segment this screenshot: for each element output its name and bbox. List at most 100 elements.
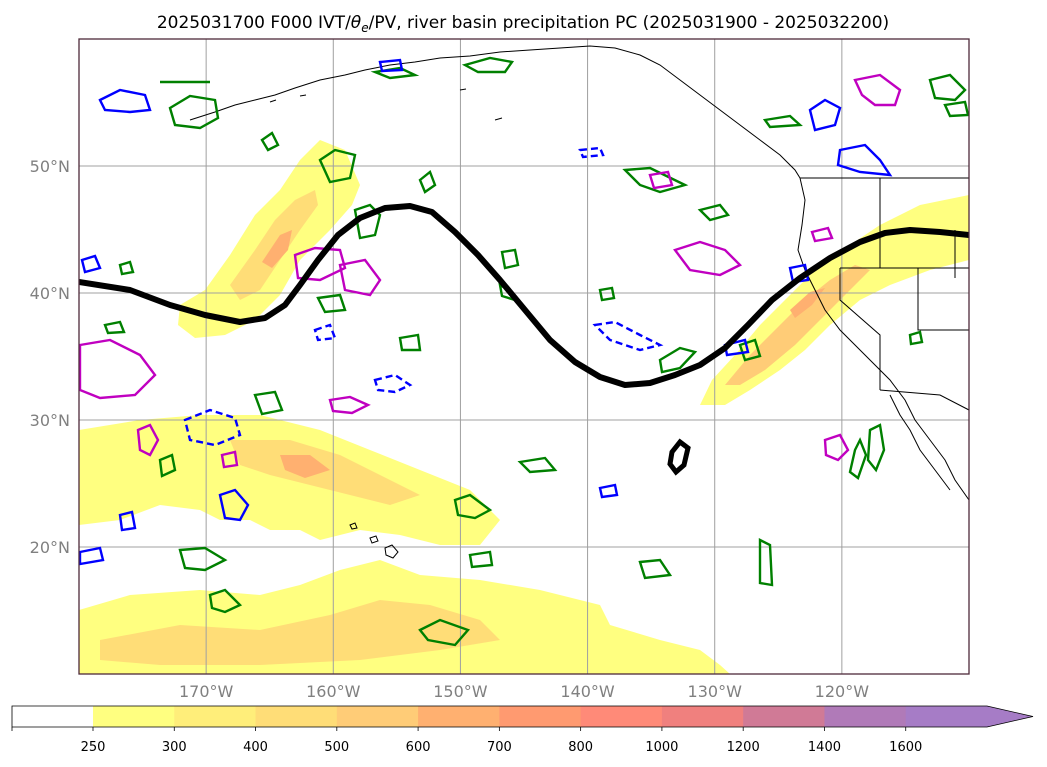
contour-blue xyxy=(183,408,242,447)
coastline-north-america xyxy=(797,177,969,501)
contour-green xyxy=(253,390,284,416)
contour-magenta xyxy=(79,338,157,400)
contour-green xyxy=(468,550,494,569)
contour-blue xyxy=(592,320,664,352)
colorbar-swatch xyxy=(824,706,907,727)
colorbar-level-label: 250 xyxy=(81,740,106,755)
colorbar-level-label: 400 xyxy=(243,740,268,755)
contour-blue xyxy=(218,488,250,522)
lon-tick-label: 150°W xyxy=(433,682,488,701)
contour-green xyxy=(453,493,493,520)
lon-tick-label: 130°W xyxy=(688,682,743,701)
contour-blue xyxy=(373,373,413,394)
contour-green xyxy=(658,346,698,374)
coastline-aleutians xyxy=(269,88,503,121)
colorbar-level-label: 800 xyxy=(568,740,593,755)
contour-green xyxy=(517,456,558,474)
figure-title: 2025031700 F000 IVT/θe/PV, river basin p… xyxy=(157,13,889,35)
contour-green xyxy=(208,588,243,614)
contour-green xyxy=(928,73,967,102)
contour-blue xyxy=(808,98,842,132)
contour-blue xyxy=(598,483,619,499)
colorbar-swatch xyxy=(661,706,744,727)
contour-magenta xyxy=(136,423,160,457)
contour-green xyxy=(118,260,135,276)
contour-magenta xyxy=(293,246,347,282)
ivt-region-subtropics-core xyxy=(230,440,420,505)
contour-magenta xyxy=(220,450,239,469)
contour-green xyxy=(168,94,220,130)
border-us-mexico xyxy=(879,389,969,411)
colorbar-level-label: 500 xyxy=(324,740,349,755)
contour-green xyxy=(500,248,520,270)
contour-green xyxy=(103,320,126,335)
lat-tick-label: 30°N xyxy=(30,411,70,430)
pv-contours xyxy=(79,58,893,566)
contour-green xyxy=(418,170,437,194)
contour-blue xyxy=(578,146,605,159)
contour-magenta xyxy=(648,170,674,190)
contour-green xyxy=(758,538,774,587)
contour-green xyxy=(158,453,177,478)
contour-magenta xyxy=(338,258,382,297)
contour-blue xyxy=(98,88,152,114)
contour-green xyxy=(461,56,515,74)
contour-green xyxy=(353,203,382,240)
ivt-region-north-pacific-peak xyxy=(262,230,292,268)
longitude-labels: 170°W 160°W 150°W 140°W 130°W 120°W xyxy=(179,682,869,701)
colorbar-level-label: 1600 xyxy=(889,740,922,755)
contour-magenta xyxy=(853,73,902,107)
border-states xyxy=(839,178,969,390)
colorbar-swatch xyxy=(905,706,988,727)
contour-green xyxy=(943,100,969,118)
contour-magenta xyxy=(810,226,834,243)
theta-e-contours xyxy=(103,56,969,647)
contour-green xyxy=(866,423,886,473)
contour-green xyxy=(598,286,616,302)
colorbar-below-range xyxy=(12,706,93,727)
contour-green xyxy=(638,558,673,580)
contour-green xyxy=(622,166,689,194)
colorbar-level-label: 1400 xyxy=(808,740,841,755)
lon-tick-label: 160°W xyxy=(306,682,361,701)
ivt-region-left-edge xyxy=(79,465,98,500)
map-frame xyxy=(78,38,970,675)
contour-green xyxy=(738,338,762,362)
colorbar: 250 300 400 500 600 700 800 1000 1200 1400 1600 xyxy=(11,705,1034,755)
ivt-region-subtropics-peak xyxy=(280,455,330,478)
colorbar-swatch xyxy=(174,706,257,727)
contour-blue xyxy=(836,143,893,177)
latitude-labels: 50°N 40°N 30°N 20°N xyxy=(30,157,70,557)
graticule xyxy=(79,39,969,674)
ivt-shading xyxy=(79,140,969,674)
contour-magenta xyxy=(328,395,371,415)
coastline-baja xyxy=(889,394,951,491)
contour-green xyxy=(908,330,924,346)
colorbar-swatch xyxy=(499,706,582,727)
ivt-region-west-coast-peak xyxy=(790,288,825,318)
lat-tick-label: 50°N xyxy=(30,157,70,176)
contour-blue xyxy=(80,254,102,274)
colorbar-labels: 250 300 400 500 600 700 800 1000 1200 1400 1600 xyxy=(11,727,922,755)
colorbar-outline xyxy=(11,705,1034,728)
contour-green xyxy=(418,618,471,647)
lon-tick-label: 170°W xyxy=(179,682,234,701)
contour-blue xyxy=(313,323,337,342)
colorbar-swatch xyxy=(255,706,338,727)
contour-magenta xyxy=(673,240,743,277)
colorbar-swatch xyxy=(580,706,663,727)
colorbar-swatch xyxy=(418,706,500,727)
colorbar-swatch xyxy=(743,706,825,727)
map-background xyxy=(79,39,969,674)
contour-green xyxy=(318,148,357,184)
contour-blue xyxy=(723,338,750,357)
contour-green xyxy=(697,203,731,222)
ivt-region-subtropics xyxy=(79,415,500,545)
contour-green xyxy=(316,293,347,314)
contour-blue xyxy=(79,546,105,566)
magenta-contours xyxy=(79,73,902,469)
contour-blue xyxy=(378,58,404,73)
colorbar-level-label: 700 xyxy=(487,740,512,755)
contour-green xyxy=(398,333,422,352)
